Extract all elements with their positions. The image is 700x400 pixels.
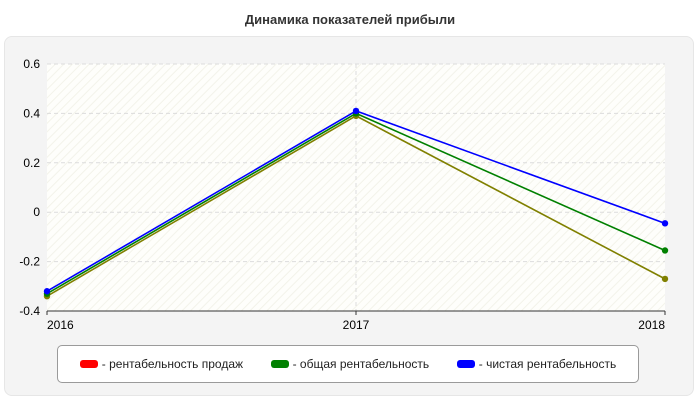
y-tick-label: 0.6 xyxy=(23,57,40,71)
x-axis-ticks: 2016 2017 2018 xyxy=(46,311,666,332)
legend-label-net: - чистая рентабельность xyxy=(478,357,617,371)
legend-swatch-sales xyxy=(79,360,98,368)
data-point-2 xyxy=(661,220,669,227)
data-point-2 xyxy=(352,107,360,115)
chart-title: Динамика показателей прибыли xyxy=(244,12,456,27)
y-tick-label: 0 xyxy=(33,205,40,219)
legend-item-sales[interactable]: - рентабельность продаж xyxy=(79,357,244,371)
x-tick-label: 2016 xyxy=(47,318,74,332)
data-point-1 xyxy=(661,247,669,254)
legend: - рентабельность продаж - общая рентабел… xyxy=(57,345,639,383)
x-tick-label: 2017 xyxy=(343,318,370,332)
y-tick-label: 0.4 xyxy=(23,106,40,120)
y-tick-label: 0.2 xyxy=(23,156,40,170)
legend-label-overall: - общая рентабельность xyxy=(292,357,430,371)
data-point-0 xyxy=(661,275,669,283)
legend-item-overall[interactable]: - общая рентабельность xyxy=(270,357,430,371)
y-tick-label: -0.2 xyxy=(19,255,40,269)
y-tick-label: -0.4 xyxy=(19,304,40,318)
legend-swatch-net xyxy=(456,360,475,368)
series-lines xyxy=(43,107,669,300)
legend-item-net[interactable]: - чистая рентабельность xyxy=(456,357,617,371)
legend-label-sales: - рентабельность продаж xyxy=(101,357,244,371)
x-tick-label: 2018 xyxy=(638,318,665,332)
data-point-2 xyxy=(43,288,51,295)
y-axis-ticks: 0.6 0.4 0.2 0 -0.2 -0.4 xyxy=(19,57,40,318)
legend-swatch-overall xyxy=(270,360,289,368)
